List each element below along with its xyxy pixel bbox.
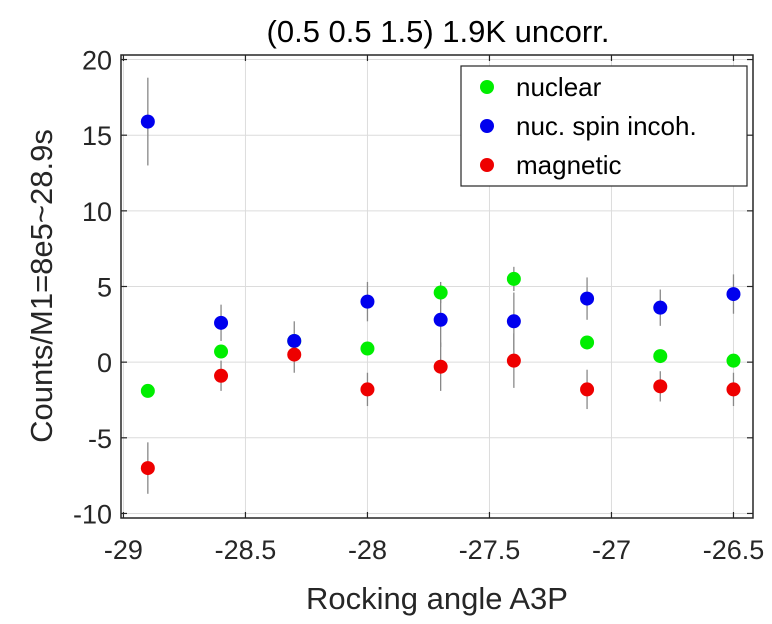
- data-point: [360, 382, 375, 397]
- data-point: [140, 383, 155, 398]
- data-point: [506, 353, 521, 368]
- data-points: [140, 114, 741, 476]
- y-tick-label: 10: [82, 197, 112, 227]
- x-tick-label: -27.5: [459, 535, 521, 565]
- x-tick-label: -26.5: [703, 535, 765, 565]
- data-point: [214, 315, 229, 330]
- legend-entry-label: nuc. spin incoh.: [516, 111, 697, 141]
- x-tick-label: -29: [104, 535, 143, 565]
- x-axis-title: Rocking angle A3P: [306, 581, 568, 616]
- data-point: [140, 114, 155, 129]
- data-point: [140, 461, 155, 476]
- data-point: [506, 314, 521, 329]
- x-tick-label: -28.5: [215, 535, 277, 565]
- y-tick-label: 20: [82, 46, 112, 76]
- y-tick-label: 15: [82, 121, 112, 151]
- legend-marker: [480, 80, 494, 94]
- y-tick-label: 5: [97, 273, 112, 303]
- legend-box: [460, 65, 748, 187]
- y-axis-title: Counts/M1=8e5~28.9s: [24, 129, 59, 443]
- data-point: [506, 271, 521, 286]
- data-point: [580, 335, 595, 350]
- y-tick-label: 0: [97, 348, 112, 378]
- data-point: [653, 300, 668, 315]
- legend-marker: [480, 158, 494, 172]
- y-tick-label: -10: [73, 499, 112, 529]
- y-tick-label: -5: [88, 424, 112, 454]
- data-point: [360, 341, 375, 356]
- legend-marker: [480, 119, 494, 133]
- data-point: [726, 353, 741, 368]
- data-point: [433, 359, 448, 374]
- legend: nuclear nuc. spin incoh. magnetic: [460, 65, 748, 187]
- data-point: [214, 344, 229, 359]
- legend-entry-label: nuclear: [516, 72, 602, 102]
- data-point: [287, 333, 302, 348]
- data-point: [653, 379, 668, 394]
- axis-ticks: -29 -28.5 -28 -27.5 -27 -26.5 -10 -5 0 5 10 15 20: [73, 46, 764, 565]
- data-point: [653, 349, 668, 364]
- data-point: [726, 287, 741, 302]
- data-point: [433, 312, 448, 327]
- x-tick-label: -28: [348, 535, 387, 565]
- data-point: [360, 294, 375, 309]
- data-point: [287, 347, 302, 362]
- data-point: [726, 382, 741, 397]
- data-point: [214, 368, 229, 383]
- legend-entry-label: magnetic: [516, 150, 622, 180]
- data-point: [433, 285, 448, 300]
- data-point: [580, 291, 595, 306]
- x-tick-label: -27: [592, 535, 631, 565]
- chart-title: (0.5 0.5 1.5) 1.9K uncorr.: [267, 14, 610, 49]
- data-point: [580, 382, 595, 397]
